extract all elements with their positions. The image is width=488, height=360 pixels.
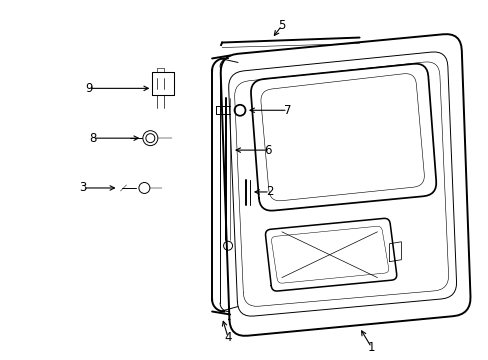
Text: 2: 2 <box>265 185 273 198</box>
Text: 8: 8 <box>89 132 96 145</box>
Text: 1: 1 <box>367 341 374 354</box>
Text: 7: 7 <box>284 104 291 117</box>
Text: 9: 9 <box>85 82 92 95</box>
Text: 5: 5 <box>278 19 285 32</box>
Text: 3: 3 <box>79 181 86 194</box>
Text: 4: 4 <box>224 331 231 344</box>
Text: 6: 6 <box>264 144 271 157</box>
